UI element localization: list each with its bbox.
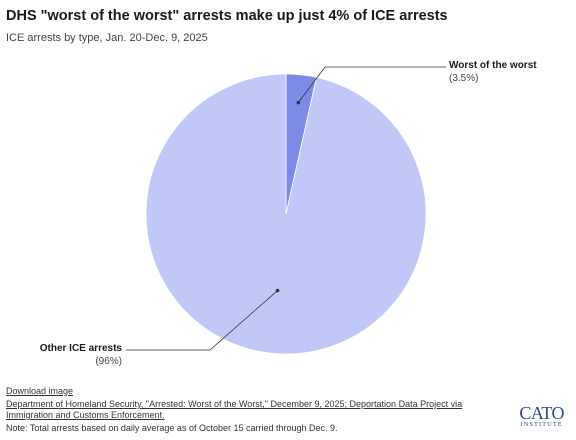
source-link-line2[interactable]: Immigration and Customs Enforcement.: [6, 410, 165, 420]
leader-line-worst-dot: [296, 100, 301, 105]
leader-line-other-dot: [275, 288, 280, 293]
slice-label-worst: Worst of the worst: [449, 60, 537, 71]
leader-line-other: [126, 290, 278, 351]
logo-main-text: CATO: [519, 403, 564, 423]
chart-subtitle: ICE arrests by type, Jan. 20-Dec. 9, 202…: [6, 32, 208, 44]
logo-sub-text: INSTITUTE: [520, 421, 563, 428]
slice-label-other: Other ICE arrests: [39, 343, 122, 354]
slice-value-other: (96%): [95, 356, 122, 367]
cato-logo: CATO INSTITUTE: [519, 404, 564, 429]
chart-title: DHS "worst of the worst" arrests make up…: [6, 8, 448, 24]
footer-download[interactable]: Download image: [6, 386, 73, 397]
source-link-line1[interactable]: Department of Homeland Security, "Arrest…: [6, 399, 463, 409]
leader-line-worst: [297, 66, 446, 103]
footer-source[interactable]: Department of Homeland Security, "Arrest…: [6, 399, 462, 421]
pie-slice-other: [145, 73, 427, 355]
download-image-link[interactable]: Download image: [6, 386, 74, 396]
footer-note: Note: Total arrests based on daily avera…: [6, 423, 338, 433]
slice-value-worst: (3.5%): [449, 73, 479, 84]
